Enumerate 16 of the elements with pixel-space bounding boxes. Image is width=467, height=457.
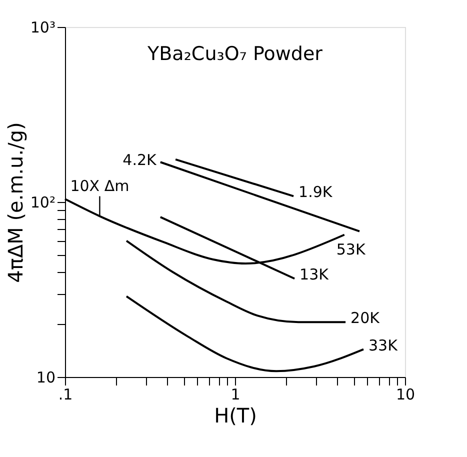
annotation: 1.9K: [298, 183, 334, 202]
annotation: 10X Δm: [70, 177, 130, 196]
annotation: 13K: [300, 266, 330, 284]
annotation: 20K: [350, 309, 381, 328]
x-tick-label: 10: [396, 386, 416, 404]
y-tick-label: 10: [36, 368, 56, 386]
y-tick-label: 10³: [30, 18, 56, 36]
x-axis-title: H(T): [214, 404, 257, 428]
x-tick-label: .1: [58, 386, 73, 404]
text: YBa₂Cu₃O₇ Powder: [146, 43, 323, 65]
annotation: 33K: [368, 336, 399, 354]
x-tick-label: 1: [230, 386, 240, 404]
annotation: 4.2K: [122, 151, 158, 170]
annotation: 53K: [336, 240, 366, 259]
y-axis-title: 4πΔM (e.m.u./g): [3, 122, 28, 283]
y-tick-label: 10²: [30, 194, 56, 212]
